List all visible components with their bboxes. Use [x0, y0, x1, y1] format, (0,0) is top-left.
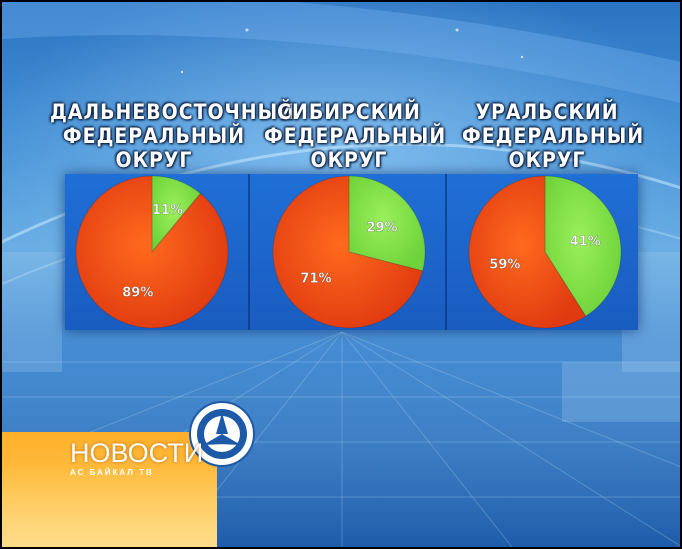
chart-title-siberian: СИБИРСКИЙ ФЕДЕРАЛЬНЫЙ ОКРУГ — [264, 100, 447, 172]
pie-slice — [544, 175, 622, 317]
pie-slice-label: 59% — [489, 258, 520, 273]
channel-emblem-icon — [189, 401, 255, 467]
logo-band-highlight — [2, 464, 217, 547]
pie-slice-label: 29% — [366, 220, 397, 235]
title-line: УРАЛЬСКИЙ — [475, 100, 619, 124]
title-line: ОКРУГ — [310, 148, 388, 172]
pie-slice — [272, 175, 424, 329]
pie-slice — [151, 175, 202, 254]
pie-slice — [75, 175, 229, 329]
pie-slice — [468, 175, 587, 329]
title-line: ФЕДЕРАЛЬНЫЙ — [264, 124, 447, 148]
title-line: ФЕДЕРАЛЬНЫЙ — [62, 124, 246, 148]
pie-charts: 11% 89% 29% 71% 41% 59% — [75, 175, 622, 329]
pie-slice-label: 89% — [122, 285, 153, 300]
pie-slice-label: 11% — [152, 203, 183, 218]
chart-title-ural: УРАЛЬСКИЙ ФЕДЕРАЛЬНЫЙ ОКРУГ — [462, 100, 645, 172]
title-line: СИБИРСКИЙ — [277, 100, 421, 124]
chart-title-far-east: ДАЛЬНЕВОСТОЧНЫЙ ФЕДЕРАЛЬНЫЙ ОКРУГ — [50, 100, 295, 172]
panel-divider — [445, 174, 447, 330]
charts-panel: 11% 89% 29% 71% 41% 59% — [65, 174, 638, 330]
pie-slice-label: 71% — [300, 272, 331, 287]
title-line: ОКРУГ — [508, 148, 586, 172]
news-logo-subtitle: АС БАЙКАЛ ТВ — [70, 468, 154, 477]
pie-slice — [348, 175, 426, 272]
news-logo-title: НОВОСТИ — [70, 438, 204, 468]
title-line: ОКРУГ — [115, 148, 193, 172]
title-line: ФЕДЕРАЛЬНЫЙ — [462, 124, 645, 148]
pie-slice-label: 41% — [570, 234, 601, 249]
title-line: ДАЛЬНЕВОСТОЧНЫЙ — [50, 100, 295, 124]
panel-divider — [248, 174, 250, 330]
